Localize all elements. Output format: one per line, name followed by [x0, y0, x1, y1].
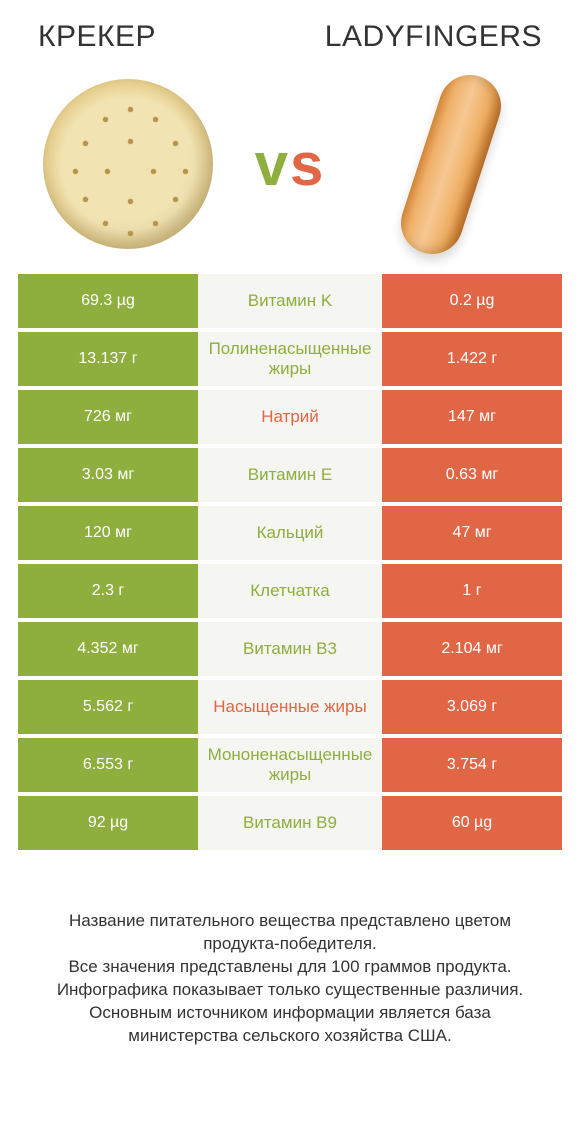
right-value: 1 г [382, 564, 562, 618]
left-value: 3.03 мг [18, 448, 198, 502]
right-value: 147 мг [382, 390, 562, 444]
left-value: 6.553 г [18, 738, 198, 792]
right-value: 2.104 мг [382, 622, 562, 676]
footer-line: Инфографика показывает только существенн… [42, 979, 538, 1002]
right-product-image [362, 74, 542, 254]
images-row: vs [18, 64, 562, 274]
table-row: 3.03 мгВитамин E0.63 мг [18, 448, 562, 502]
footer-line: Все значения представлены для 100 граммо… [42, 956, 538, 979]
right-product-title: Ladyfingers [325, 20, 542, 54]
table-row: 5.562 гНасыщенные жиры3.069 г [18, 680, 562, 734]
left-value: 5.562 г [18, 680, 198, 734]
right-value: 0.63 мг [382, 448, 562, 502]
nutrient-label: Витамин K [198, 274, 382, 328]
table-row: 2.3 гКлетчатка1 г [18, 564, 562, 618]
left-value: 92 µg [18, 796, 198, 850]
footer-notes: Название питательного вещества представл… [18, 910, 562, 1048]
nutrient-label: Полиненасыщенные жиры [198, 332, 382, 386]
nutrient-label: Витамин B3 [198, 622, 382, 676]
right-value: 1.422 г [382, 332, 562, 386]
footer-line: Название питательного вещества представл… [42, 910, 538, 956]
nutrient-label: Клетчатка [198, 564, 382, 618]
right-value: 3.754 г [382, 738, 562, 792]
footer-line: Основным источником информации является … [42, 1002, 538, 1048]
right-value: 3.069 г [382, 680, 562, 734]
right-value: 0.2 µg [382, 274, 562, 328]
nutrient-label: Кальций [198, 506, 382, 560]
right-value: 47 мг [382, 506, 562, 560]
nutrient-label: Витамин E [198, 448, 382, 502]
table-row: 6.553 гМононенасыщенные жиры3.754 г [18, 738, 562, 792]
table-row: 92 µgВитамин B960 µg [18, 796, 562, 850]
table-row: 69.3 µgВитамин K0.2 µg [18, 274, 562, 328]
vs-letter-s: s [290, 131, 325, 198]
left-value: 13.137 г [18, 332, 198, 386]
table-row: 13.137 гПолиненасыщенные жиры1.422 г [18, 332, 562, 386]
vs-label: vs [255, 130, 326, 199]
left-product-title: Крекер [38, 20, 156, 54]
right-value: 60 µg [382, 796, 562, 850]
vs-letter-v: v [255, 131, 290, 198]
nutrient-label: Мононенасыщенные жиры [198, 738, 382, 792]
infographic-root: Крекер Ladyfingers vs 69.3 µgВитамин K0.… [0, 0, 580, 1068]
ladyfinger-icon [393, 67, 509, 262]
left-value: 726 мг [18, 390, 198, 444]
table-row: 120 мгКальций47 мг [18, 506, 562, 560]
nutrient-label: Насыщенные жиры [198, 680, 382, 734]
nutrient-table: 69.3 µgВитамин K0.2 µg13.137 гПолиненасы… [18, 274, 562, 850]
left-value: 69.3 µg [18, 274, 198, 328]
table-row: 726 мгНатрий147 мг [18, 390, 562, 444]
header: Крекер Ladyfingers [18, 20, 562, 64]
table-row: 4.352 мгВитамин B32.104 мг [18, 622, 562, 676]
left-product-image [38, 74, 218, 254]
left-value: 120 мг [18, 506, 198, 560]
left-value: 4.352 мг [18, 622, 198, 676]
left-value: 2.3 г [18, 564, 198, 618]
nutrient-label: Натрий [198, 390, 382, 444]
cracker-icon [43, 79, 213, 249]
nutrient-label: Витамин B9 [198, 796, 382, 850]
